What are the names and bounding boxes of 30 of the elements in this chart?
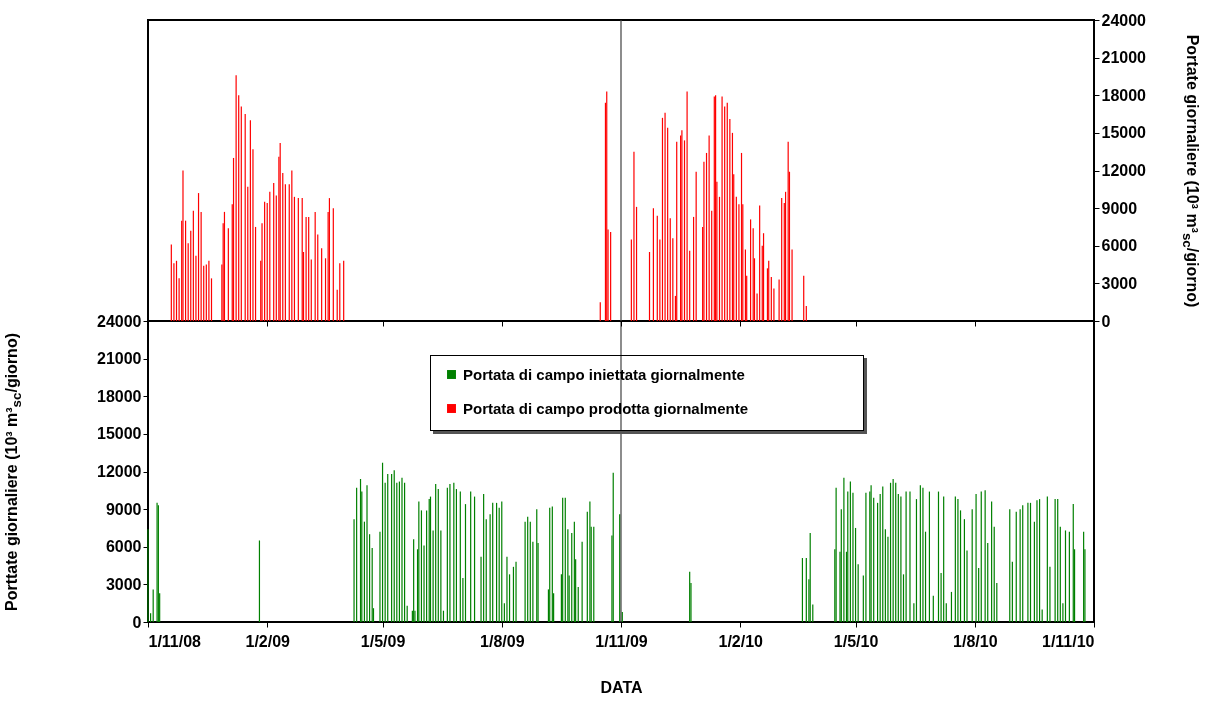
y-tick-label: 18000 <box>97 387 142 405</box>
y-tick-label: 3000 <box>105 575 142 593</box>
x-tick-label: 1/2/10 <box>718 632 764 650</box>
x-tick-label: 1/5/09 <box>360 632 406 650</box>
y-tick-label: 6000 <box>105 538 142 556</box>
y2-tick-label: 0 <box>1101 312 1111 330</box>
y-tick-label: 9000 <box>105 500 142 518</box>
y-tick-label: 24000 <box>97 312 142 330</box>
y2-tick-label: 15000 <box>1101 124 1147 142</box>
y2-tick-label: 9000 <box>1101 199 1138 217</box>
y2-tick-label: 3000 <box>1101 274 1138 292</box>
x-tick-label: 1/11/10 <box>1042 632 1095 650</box>
y2-tick-label: 12000 <box>1101 162 1147 179</box>
x-tick-label: 1/11/09 <box>595 632 648 650</box>
x-tick-label: 1/8/10 <box>953 632 998 650</box>
y-tick-label: 21000 <box>97 350 142 368</box>
x-tick-label: 1/2/09 <box>245 632 291 650</box>
legend-label: Portata di campo prodotta giornalmente <box>463 399 749 417</box>
y-tick-label: 12000 <box>97 463 142 480</box>
y2-tick-label: 21000 <box>1101 49 1147 67</box>
y2-tick-label: 24000 <box>1101 11 1147 29</box>
y-tick-label: 0 <box>132 613 142 631</box>
x-tick-label: 1/11/08 <box>148 632 202 650</box>
x-tick-label: 1/5/10 <box>833 632 879 650</box>
x-axis-title: DATA <box>600 678 643 696</box>
x-tick-label: 1/8/09 <box>480 632 525 650</box>
y-tick-label: 15000 <box>97 425 142 443</box>
legend-label: Portata di campo iniettata giornalmente <box>463 365 745 383</box>
y2-tick-label: 6000 <box>1101 237 1138 255</box>
y2-tick-label: 18000 <box>1101 86 1147 104</box>
